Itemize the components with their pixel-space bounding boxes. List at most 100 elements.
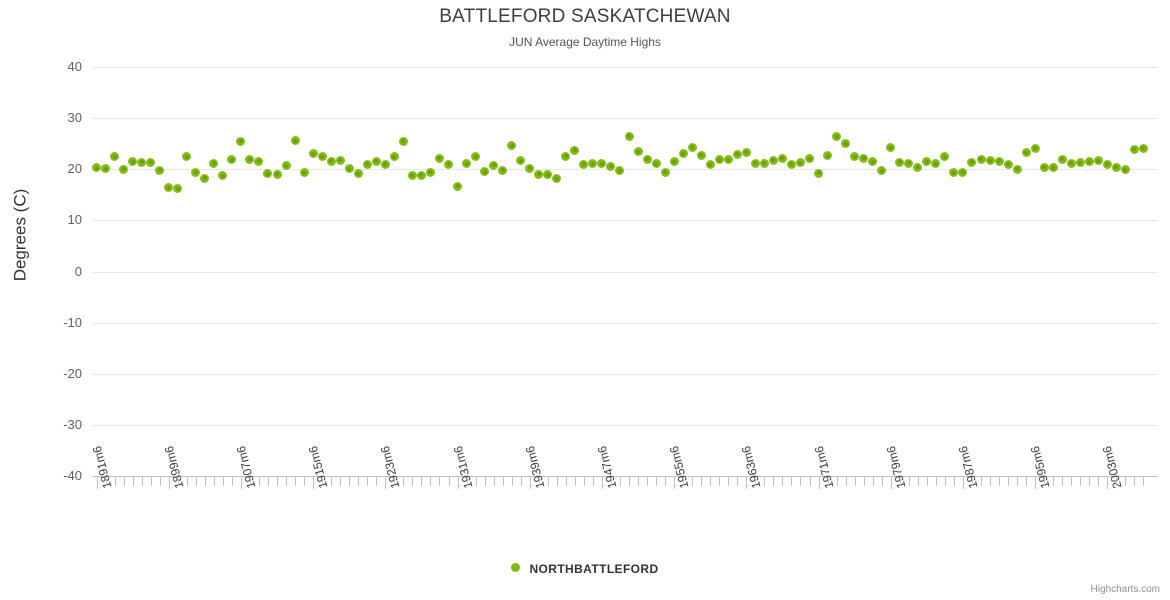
data-point[interactable] <box>696 150 706 160</box>
data-point[interactable] <box>994 156 1004 166</box>
data-point[interactable] <box>678 149 688 159</box>
data-point[interactable] <box>299 168 309 178</box>
data-point[interactable] <box>1012 164 1022 174</box>
data-point[interactable] <box>1021 148 1031 158</box>
data-point[interactable] <box>335 155 345 165</box>
data-point[interactable] <box>958 167 968 177</box>
data-point[interactable] <box>922 157 932 167</box>
data-point[interactable] <box>281 161 291 171</box>
data-point[interactable] <box>245 154 255 164</box>
data-point[interactable] <box>561 151 571 161</box>
data-point[interactable] <box>886 143 896 153</box>
data-point[interactable] <box>579 159 589 169</box>
data-point[interactable] <box>1120 165 1130 175</box>
data-point[interactable] <box>1084 157 1094 167</box>
data-point[interactable] <box>326 156 336 166</box>
data-point[interactable] <box>128 157 138 167</box>
data-point[interactable] <box>949 168 959 178</box>
data-point[interactable] <box>236 136 246 146</box>
data-point[interactable] <box>768 155 778 165</box>
data-point[interactable] <box>344 164 354 174</box>
data-point[interactable] <box>823 151 833 161</box>
data-point[interactable] <box>895 157 905 167</box>
legend-item-label[interactable]: NORTHBATTLEFORD <box>529 561 659 576</box>
data-point[interactable] <box>534 169 544 179</box>
data-point[interactable] <box>182 152 192 162</box>
data-point[interactable] <box>1111 162 1121 172</box>
data-point[interactable] <box>814 168 824 178</box>
data-point[interactable] <box>218 171 228 181</box>
data-point[interactable] <box>1129 144 1139 154</box>
data-point[interactable] <box>985 156 995 166</box>
data-point[interactable] <box>398 136 408 146</box>
data-point[interactable] <box>1102 159 1112 169</box>
data-point[interactable] <box>714 155 724 165</box>
data-point[interactable] <box>200 173 210 183</box>
data-point[interactable] <box>669 157 679 167</box>
data-point[interactable] <box>832 132 842 142</box>
data-point[interactable] <box>624 131 634 141</box>
data-point[interactable] <box>597 159 607 169</box>
data-point[interactable] <box>1093 156 1103 166</box>
data-point[interactable] <box>498 165 508 175</box>
data-point[interactable] <box>877 166 887 176</box>
data-point[interactable] <box>110 152 120 162</box>
data-point[interactable] <box>913 162 923 172</box>
data-point[interactable] <box>416 170 426 180</box>
data-point[interactable] <box>687 142 697 152</box>
data-point[interactable] <box>570 145 580 155</box>
data-point[interactable] <box>471 152 481 162</box>
data-point[interactable] <box>651 159 661 169</box>
data-point[interactable] <box>480 167 490 177</box>
data-point[interactable] <box>543 170 553 180</box>
data-point[interactable] <box>588 159 598 169</box>
data-point[interactable] <box>1030 143 1040 153</box>
data-point[interactable] <box>967 157 977 167</box>
data-point[interactable] <box>462 159 472 169</box>
data-point[interactable] <box>1048 163 1058 173</box>
data-point[interactable] <box>904 158 914 168</box>
data-point[interactable] <box>660 167 670 177</box>
data-point[interactable] <box>633 147 643 157</box>
data-point[interactable] <box>1066 158 1076 168</box>
data-point[interactable] <box>489 160 499 170</box>
chart-legend[interactable]: NORTHBATTLEFORD <box>0 561 1170 576</box>
data-point[interactable] <box>741 147 751 157</box>
data-point[interactable] <box>723 155 733 165</box>
data-point[interactable] <box>732 149 742 159</box>
data-point[interactable] <box>227 155 237 165</box>
data-point[interactable] <box>1057 154 1067 164</box>
data-point[interactable] <box>371 156 381 166</box>
data-point[interactable] <box>407 170 417 180</box>
data-point[interactable] <box>777 153 787 163</box>
data-point[interactable] <box>507 141 517 151</box>
data-point[interactable] <box>263 169 273 179</box>
data-point[interactable] <box>750 158 760 168</box>
data-point[interactable] <box>705 160 715 170</box>
data-point[interactable] <box>380 159 390 169</box>
data-point[interactable] <box>940 152 950 162</box>
data-point[interactable] <box>1039 162 1049 172</box>
data-point[interactable] <box>1003 159 1013 169</box>
data-point[interactable] <box>1138 143 1148 153</box>
data-point[interactable] <box>976 154 986 164</box>
data-point[interactable] <box>615 166 625 176</box>
data-point[interactable] <box>552 174 562 184</box>
data-point[interactable] <box>290 136 300 146</box>
data-point[interactable] <box>425 167 435 177</box>
data-point[interactable] <box>795 158 805 168</box>
data-point[interactable] <box>209 158 219 168</box>
data-point[interactable] <box>859 153 869 163</box>
data-point[interactable] <box>841 139 851 149</box>
data-point[interactable] <box>434 153 444 163</box>
data-point[interactable] <box>272 169 282 179</box>
data-point[interactable] <box>173 184 183 194</box>
credits-label[interactable]: Highcharts.com <box>1090 584 1160 595</box>
data-point[interactable] <box>606 161 616 171</box>
data-point[interactable] <box>164 183 174 193</box>
data-point[interactable] <box>1075 158 1085 168</box>
data-point[interactable] <box>759 158 769 168</box>
data-point[interactable] <box>931 159 941 169</box>
data-point[interactable] <box>786 159 796 169</box>
data-point[interactable] <box>516 156 526 166</box>
